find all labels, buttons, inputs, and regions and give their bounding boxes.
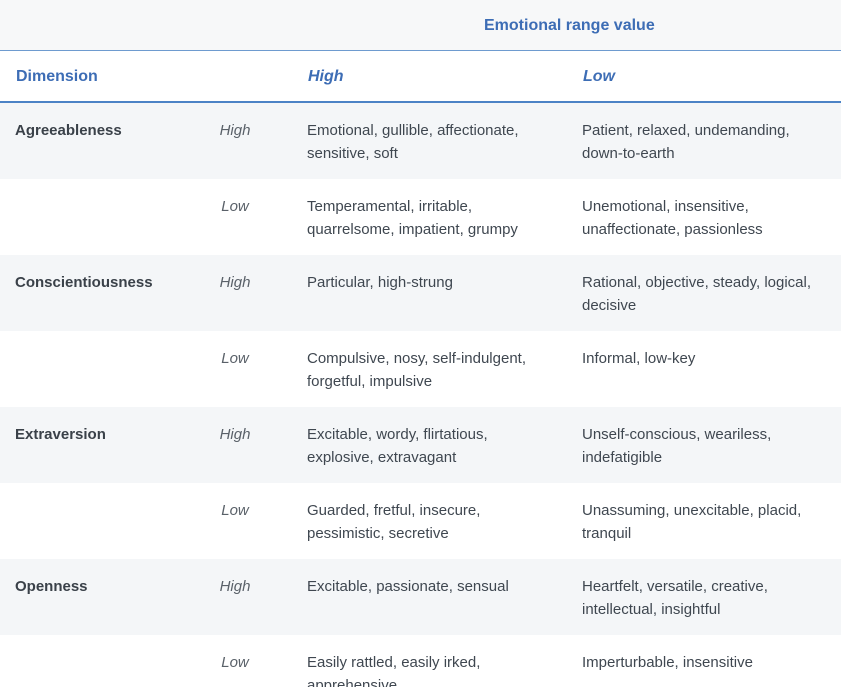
level-cell: Low [221, 502, 249, 519]
dimension-cell: Agreeableness [15, 122, 122, 139]
dimension-cell: Openness [15, 578, 88, 595]
column-header-low: Low [583, 68, 615, 85]
low-value-cell: Heartfelt, versatile, creative, intellec… [582, 578, 768, 618]
column-header-dimension: Dimension [16, 68, 98, 85]
low-value-cell: Patient, relaxed, undemanding, down-to-e… [582, 122, 790, 162]
table-row: Conscientiousness High Particular, high-… [0, 255, 841, 331]
group-header-row: Emotional range value [0, 0, 841, 51]
group-header-title: Emotional range value [484, 17, 655, 34]
table-row: Low Easily rattled, easily irked, appreh… [0, 635, 841, 687]
high-value-cell: Particular, high-strung [307, 274, 453, 291]
low-value-cell: Unself-conscious, weariless, indefatigib… [582, 426, 772, 466]
table-row: Agreeableness High Emotional, gullible, … [0, 103, 841, 179]
level-cell: High [219, 578, 251, 595]
low-value-cell: Rational, objective, steady, logical, de… [582, 274, 812, 314]
high-value-cell: Guarded, fretful, insecure, pessimistic,… [307, 502, 481, 542]
low-value-cell: Unemotional, insensitive, unaffectionate… [582, 198, 763, 238]
table-row: Low Compulsive, nosy, self-indulgent, fo… [0, 331, 841, 407]
low-value-cell: Imperturbable, insensitive [582, 654, 753, 671]
table-body: Agreeableness High Emotional, gullible, … [0, 103, 841, 687]
high-value-cell: Excitable, passionate, sensual [307, 578, 509, 595]
high-value-cell: Easily rattled, easily irked, apprehensi… [307, 654, 481, 687]
high-value-cell: Temperamental, irritable, quarrelsome, i… [307, 198, 518, 238]
column-header-row: Dimension High Low [0, 51, 841, 103]
level-cell: High [219, 274, 251, 291]
high-value-cell: Excitable, wordy, flirtatious, explosive… [307, 426, 488, 466]
high-value-cell: Emotional, gullible, affectionate, sensi… [307, 122, 519, 162]
level-cell: High [219, 122, 251, 139]
column-header-high: High [308, 68, 344, 85]
table-row: Low Guarded, fretful, insecure, pessimis… [0, 483, 841, 559]
level-cell: Low [221, 350, 249, 367]
low-value-cell: Informal, low-key [582, 350, 696, 367]
level-cell: Low [221, 654, 249, 671]
level-cell: Low [221, 198, 249, 215]
low-value-cell: Unassuming, unexcitable, placid, tranqui… [582, 502, 802, 542]
high-value-cell: Compulsive, nosy, self-indulgent, forget… [307, 350, 526, 390]
level-cell: High [219, 426, 251, 443]
dimension-cell: Extraversion [15, 426, 106, 443]
dimension-cell: Conscientiousness [15, 274, 153, 291]
table-row: Low Temperamental, irritable, quarrelsom… [0, 179, 841, 255]
table-row: Extraversion High Excitable, wordy, flir… [0, 407, 841, 483]
table-row: Openness High Excitable, passionate, sen… [0, 559, 841, 635]
